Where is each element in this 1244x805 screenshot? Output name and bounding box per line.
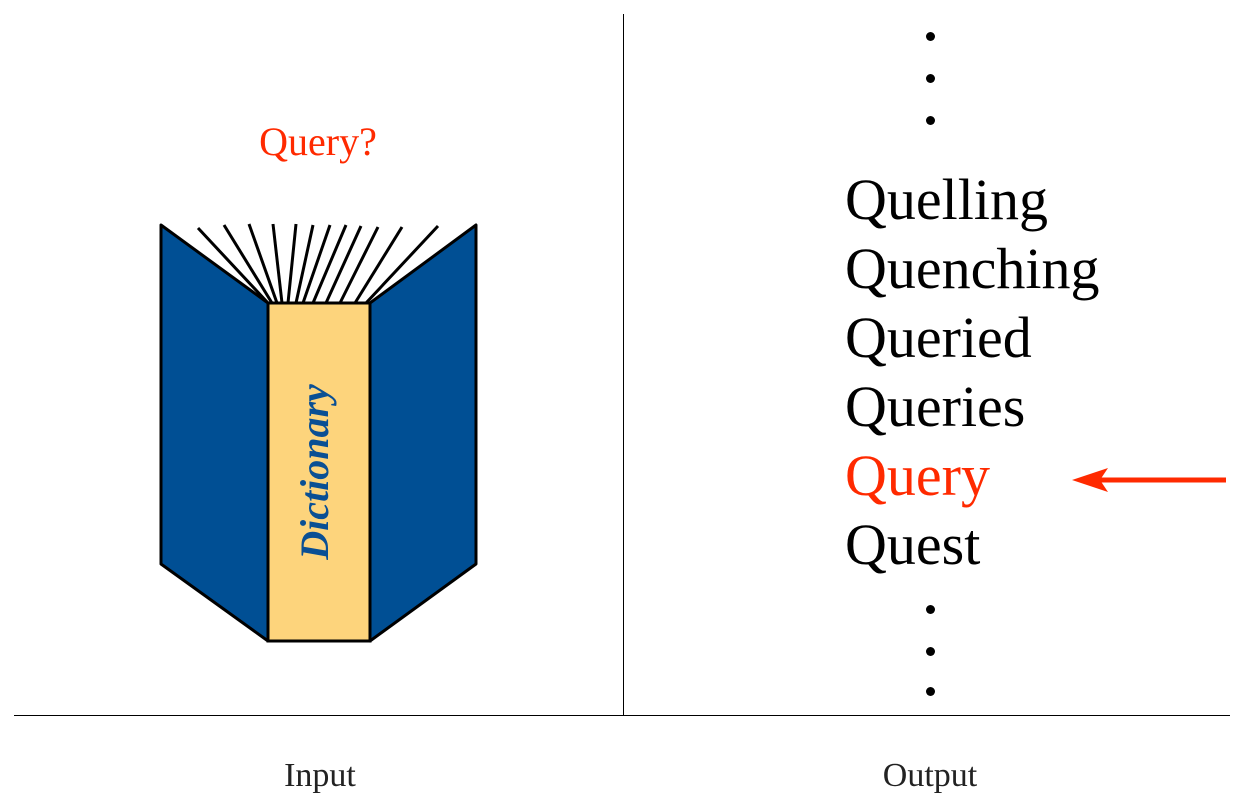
caption-output: Output — [882, 757, 978, 794]
book-spine — [266, 301, 372, 643]
word-item: Quenching — [845, 236, 1100, 301]
panel-divider-vertical — [623, 14, 624, 716]
book-right-cover — [368, 223, 478, 643]
panel-divider-horizontal — [14, 715, 1230, 716]
word-item: Queried — [845, 305, 1032, 370]
query-label: Query? — [259, 119, 377, 164]
dictionary-word-list: Quelling Quenching Queried Queries Query… — [845, 165, 1100, 579]
pointer-arrow-icon — [1072, 468, 1226, 492]
word-item-highlighted: Query — [845, 443, 990, 508]
dictionary-book-icon: Dictionary — [159, 223, 478, 643]
book-spine-label: Dictionary — [292, 384, 337, 561]
word-item: Quelling — [845, 167, 1048, 232]
caption-input: Input — [284, 757, 356, 794]
word-item: Quest — [845, 512, 981, 577]
word-item: Queries — [845, 374, 1026, 439]
book-pages — [196, 223, 440, 305]
